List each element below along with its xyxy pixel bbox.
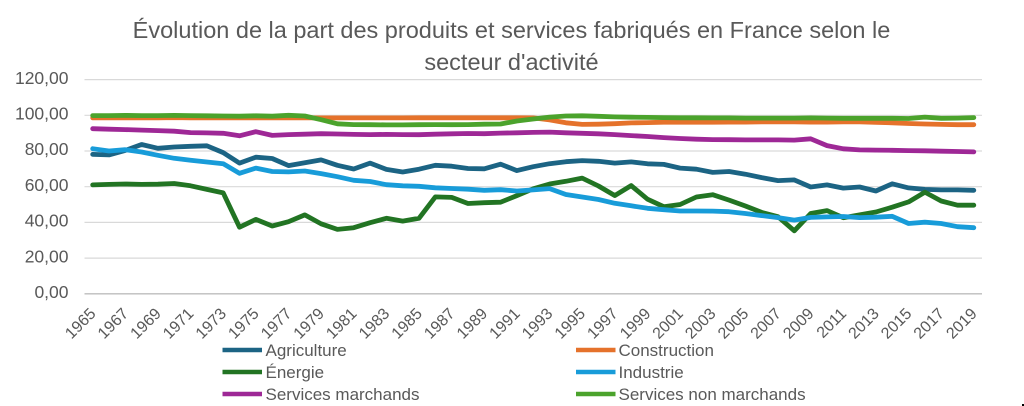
svg-text:60,00: 60,00 (25, 175, 69, 195)
svg-text:2015: 2015 (878, 305, 915, 342)
svg-text:1975: 1975 (225, 305, 262, 342)
svg-text:1965: 1965 (62, 305, 99, 342)
svg-text:1969: 1969 (128, 305, 165, 342)
svg-text:100,00: 100,00 (15, 104, 69, 124)
svg-text:20,00: 20,00 (25, 246, 69, 266)
svg-text:Agriculture: Agriculture (266, 341, 347, 360)
svg-text:2011: 2011 (814, 305, 850, 341)
svg-text:Construction: Construction (619, 341, 714, 360)
svg-text:1991: 1991 (487, 305, 524, 342)
svg-text:1987: 1987 (421, 305, 458, 342)
svg-text:1979: 1979 (291, 305, 328, 342)
svg-text:2001: 2001 (650, 305, 687, 342)
svg-text:1971: 1971 (160, 305, 197, 342)
svg-text:2009: 2009 (780, 305, 817, 342)
svg-text:2017: 2017 (911, 305, 948, 342)
svg-text:0,00: 0,00 (34, 282, 68, 302)
svg-text:Industrie: Industrie (619, 363, 684, 382)
svg-text:2013: 2013 (846, 305, 883, 342)
svg-text:1973: 1973 (193, 305, 230, 342)
svg-text:120,00: 120,00 (15, 68, 69, 88)
svg-text:1999: 1999 (617, 305, 654, 342)
svg-text:1977: 1977 (258, 305, 295, 342)
svg-text:2007: 2007 (748, 305, 785, 342)
svg-text:40,00: 40,00 (25, 211, 69, 231)
svg-text:1993: 1993 (519, 305, 556, 342)
svg-text:1997: 1997 (584, 305, 621, 342)
svg-text:Services marchands: Services marchands (266, 385, 420, 404)
svg-text:80,00: 80,00 (25, 139, 69, 159)
svg-text:2005: 2005 (715, 305, 752, 342)
svg-text:1989: 1989 (454, 305, 491, 342)
svg-text:2003: 2003 (682, 305, 719, 342)
svg-text:1985: 1985 (389, 305, 426, 342)
svg-text:1995: 1995 (552, 305, 589, 342)
svg-text:Énergie: Énergie (266, 363, 325, 382)
svg-text:1983: 1983 (356, 305, 393, 342)
svg-text:2019: 2019 (943, 305, 980, 342)
svg-text:1981: 1981 (323, 305, 360, 342)
svg-text:Services non marchands: Services non marchands (619, 385, 806, 404)
svg-text:1967: 1967 (95, 305, 132, 342)
